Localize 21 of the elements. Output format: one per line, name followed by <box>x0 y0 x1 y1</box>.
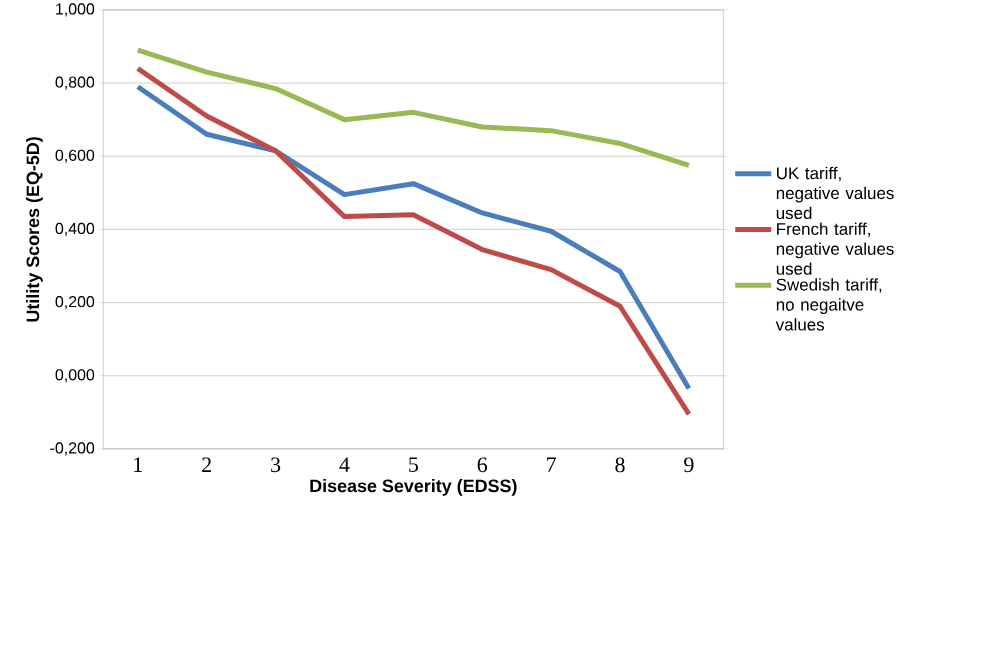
x-tick-label: 4 <box>339 457 350 472</box>
x-tick-label: 7 <box>547 457 556 472</box>
y-tick-label: 0,800 <box>55 76 95 90</box>
legend-label: French tariff, negative values used <box>776 222 894 275</box>
x-tick-label: 9 <box>684 457 694 473</box>
y-tick-label: 1,000 <box>56 3 95 17</box>
x-tick-label: 2 <box>202 457 211 473</box>
y-tick-label: 0,200 <box>55 296 95 310</box>
y-tick-label: 0,400 <box>55 222 95 237</box>
x-tick-label: 1 <box>134 457 142 473</box>
x-tick-label: 3 <box>271 457 281 473</box>
y-tick-label: -0,200 <box>50 442 95 456</box>
x-axis-title: Disease Severity (EDSS) <box>310 479 517 496</box>
y-tick-label: 0,600 <box>55 149 95 163</box>
legend-label: UK tariff, negative values used <box>776 166 894 220</box>
y-axis-title: Utility Scores (EQ-5D) <box>26 137 43 322</box>
x-tick-label: 5 <box>409 457 418 473</box>
x-tick-label: 8 <box>615 457 625 473</box>
x-tick-label: 6 <box>477 457 488 473</box>
legend-label: Swedish tariff, no negaitve values <box>775 278 882 331</box>
y-tick-label: 0,000 <box>55 369 95 383</box>
